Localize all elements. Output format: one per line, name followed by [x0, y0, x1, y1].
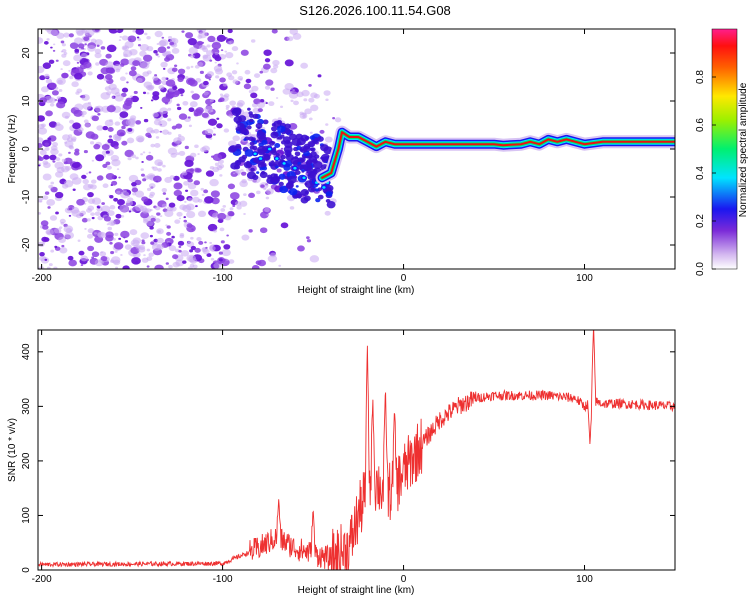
colorbar-tick-label: 0.2	[695, 214, 706, 228]
colorbar	[711, 28, 738, 270]
spectrogram-xtick-label: 100	[576, 273, 593, 284]
spectrogram-xtick-label: -200	[32, 273, 52, 284]
snr-panel: -200 -100 0 100 0 100 200 300 400	[21, 330, 675, 585]
snr-xtick-label: -100	[213, 574, 233, 585]
colorbar-ticks: 0.0 0.2 0.4 0.6 0.8	[695, 70, 716, 276]
snr-xtick-label: 0	[401, 574, 407, 585]
snr-ylabel: SNR (10 * v/v)	[7, 418, 18, 482]
spectrogram-frame	[37, 28, 676, 270]
snr-ytick-label: 300	[21, 398, 32, 415]
signal-track-core	[321, 131, 675, 179]
snr-ytick-label: 0	[21, 567, 32, 573]
snr-plot-area	[38, 330, 675, 570]
colorbar-label: Normalized spectral amplitude	[738, 82, 749, 217]
snr-series-line	[38, 330, 675, 570]
snr-ytick-label: 100	[21, 507, 32, 524]
colorbar-tick-label: 0.8	[695, 70, 706, 84]
spectrogram-ytick-label: 0	[21, 146, 32, 152]
spectrogram-ytick-label: -20	[21, 237, 32, 252]
figure-title: S126.2026.100.11.54.G08	[299, 3, 451, 18]
colorbar-tick-label: 0.6	[695, 118, 706, 132]
colorbar-tick-label: 0.4	[695, 166, 706, 180]
spectrogram-ytick-label: 20	[21, 47, 32, 59]
spectrogram-ylabel: Frequency (Hz)	[7, 115, 18, 184]
noise-blobs	[38, 29, 342, 269]
colorbar-tick-label: 0.0	[695, 262, 706, 276]
spectrogram-ytick-label: 10	[21, 95, 32, 107]
snr-xtick-label: -200	[32, 574, 52, 585]
spectrogram-xtick-label: 0	[401, 273, 407, 284]
spectrogram-xlabel: Height of straight line (km)	[298, 285, 415, 296]
snr-ytick-label: 200	[21, 452, 32, 469]
spectrogram-xtick-label: -100	[213, 273, 233, 284]
spectrogram-plot-area	[38, 29, 675, 269]
spectrogram-ytick-label: -10	[21, 189, 32, 204]
snr-xlabel: Height of straight line (km)	[298, 585, 415, 596]
snr-ytick-label: 400	[21, 343, 32, 360]
snr-frame	[37, 329, 676, 571]
snr-xtick-label: 100	[576, 574, 593, 585]
